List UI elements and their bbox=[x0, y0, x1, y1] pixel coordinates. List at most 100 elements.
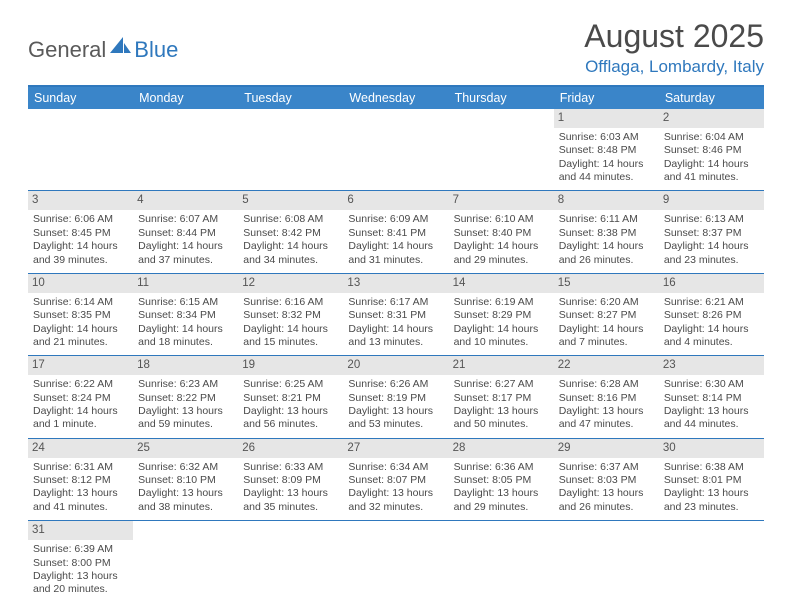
sunset-text: Sunset: 8:03 PM bbox=[559, 474, 654, 487]
sunset-text: Sunset: 8:10 PM bbox=[138, 474, 233, 487]
month-title: August 2025 bbox=[584, 18, 764, 55]
daylight-text: Daylight: 14 hours and 18 minutes. bbox=[138, 323, 233, 350]
day-number: 29 bbox=[554, 439, 659, 458]
location: Offlaga, Lombardy, Italy bbox=[584, 57, 764, 77]
day-info: Sunrise: 6:36 AMSunset: 8:05 PMDaylight:… bbox=[453, 461, 550, 515]
calendar-day-cell: 2 Sunrise: 6:04 AMSunset: 8:46 PMDaylight… bbox=[659, 109, 764, 191]
calendar-day-cell bbox=[238, 109, 343, 191]
day-info: Sunrise: 6:13 AMSunset: 8:37 PMDaylight:… bbox=[663, 213, 760, 267]
sunset-text: Sunset: 8:22 PM bbox=[138, 392, 233, 405]
sunset-text: Sunset: 8:29 PM bbox=[454, 309, 549, 322]
sunrise-text: Sunrise: 6:32 AM bbox=[138, 461, 233, 474]
sunset-text: Sunset: 8:14 PM bbox=[664, 392, 759, 405]
daylight-text: Daylight: 13 hours and 35 minutes. bbox=[243, 487, 338, 514]
sunrise-text: Sunrise: 6:07 AM bbox=[138, 213, 233, 226]
sunrise-text: Sunrise: 6:09 AM bbox=[348, 213, 443, 226]
header: General Blue August 2025 Offlaga, Lombar… bbox=[28, 18, 764, 77]
calendar-day-cell bbox=[28, 109, 133, 191]
calendar-day-cell: 25Sunrise: 6:32 AMSunset: 8:10 PMDayligh… bbox=[133, 438, 238, 520]
daylight-text: Daylight: 13 hours and 56 minutes. bbox=[243, 405, 338, 432]
sunset-text: Sunset: 8:16 PM bbox=[559, 392, 654, 405]
sunrise-text: Sunrise: 6:23 AM bbox=[138, 378, 233, 391]
sunrise-text: Sunrise: 6:26 AM bbox=[348, 378, 443, 391]
day-number: 2 bbox=[659, 109, 764, 128]
day-info: Sunrise: 6:08 AMSunset: 8:42 PMDaylight:… bbox=[242, 213, 339, 267]
calendar-day-cell: 31Sunrise: 6:39 AMSunset: 8:00 PMDayligh… bbox=[28, 521, 133, 603]
calendar-week-row: 17 Sunrise: 6:22 AMSunset: 8:24 PMDayligh… bbox=[28, 356, 764, 438]
sunset-text: Sunset: 8:27 PM bbox=[559, 309, 654, 322]
sunset-text: Sunset: 8:00 PM bbox=[33, 557, 128, 570]
day-info: Sunrise: 6:26 AMSunset: 8:19 PMDaylight:… bbox=[347, 378, 444, 432]
sunset-text: Sunset: 8:41 PM bbox=[348, 227, 443, 240]
weekday-header: Friday bbox=[554, 86, 659, 109]
day-info: Sunrise: 6:30 AMSunset: 8:14 PMDaylight:… bbox=[663, 378, 760, 432]
calendar-week-row: 24 Sunrise: 6:31 AMSunset: 8:12 PMDayligh… bbox=[28, 438, 764, 520]
sunrise-text: Sunrise: 6:22 AM bbox=[33, 378, 128, 391]
daylight-text: Daylight: 14 hours and 1 minute. bbox=[33, 405, 128, 432]
calendar-day-cell: 10Sunrise: 6:14 AMSunset: 8:35 PMDayligh… bbox=[28, 273, 133, 355]
day-info: Sunrise: 6:03 AMSunset: 8:48 PMDaylight:… bbox=[558, 131, 655, 185]
calendar-day-cell bbox=[343, 521, 448, 603]
calendar-day-cell: 16Sunrise: 6:21 AMSunset: 8:26 PMDayligh… bbox=[659, 273, 764, 355]
weekday-header: Monday bbox=[133, 86, 238, 109]
calendar-day-cell bbox=[449, 521, 554, 603]
calendar-day-cell: 29 Sunrise: 6:37 AMSunset: 8:03 PMDayligh… bbox=[554, 438, 659, 520]
calendar-day-cell: 27Sunrise: 6:34 AMSunset: 8:07 PMDayligh… bbox=[343, 438, 448, 520]
daylight-text: Daylight: 14 hours and 29 minutes. bbox=[454, 240, 549, 267]
logo: General Blue bbox=[28, 18, 178, 63]
day-number: 5 bbox=[238, 191, 343, 210]
day-number: 15 bbox=[554, 274, 659, 293]
sunrise-text: Sunrise: 6:37 AM bbox=[559, 461, 654, 474]
day-info: Sunrise: 6:31 AMSunset: 8:12 PMDaylight:… bbox=[32, 461, 129, 515]
day-number: 25 bbox=[133, 439, 238, 458]
daylight-text: Daylight: 13 hours and 20 minutes. bbox=[33, 570, 128, 597]
calendar-day-cell: 7Sunrise: 6:10 AMSunset: 8:40 PMDaylight… bbox=[449, 191, 554, 273]
sunrise-text: Sunrise: 6:19 AM bbox=[454, 296, 549, 309]
day-number: 24 bbox=[28, 439, 133, 458]
calendar-day-cell: 3Sunrise: 6:06 AMSunset: 8:45 PMDaylight… bbox=[28, 191, 133, 273]
sunset-text: Sunset: 8:31 PM bbox=[348, 309, 443, 322]
calendar-day-cell: 6 Sunrise: 6:09 AMSunset: 8:41 PMDaylight… bbox=[343, 191, 448, 273]
calendar-day-cell: 9 Sunrise: 6:13 AMSunset: 8:37 PMDaylight… bbox=[659, 191, 764, 273]
sunrise-text: Sunrise: 6:39 AM bbox=[33, 543, 128, 556]
day-number: 17 bbox=[28, 356, 133, 375]
calendar-week-row: 3Sunrise: 6:06 AMSunset: 8:45 PMDaylight… bbox=[28, 191, 764, 273]
daylight-text: Daylight: 13 hours and 53 minutes. bbox=[348, 405, 443, 432]
calendar-body: 1Sunrise: 6:03 AMSunset: 8:48 PMDaylight… bbox=[28, 109, 764, 603]
calendar-day-cell bbox=[343, 109, 448, 191]
day-number: 6 bbox=[343, 191, 448, 210]
calendar-day-cell: 26Sunrise: 6:33 AMSunset: 8:09 PMDayligh… bbox=[238, 438, 343, 520]
sunrise-text: Sunrise: 6:20 AM bbox=[559, 296, 654, 309]
day-info: Sunrise: 6:10 AMSunset: 8:40 PMDaylight:… bbox=[453, 213, 550, 267]
day-number: 19 bbox=[238, 356, 343, 375]
daylight-text: Daylight: 14 hours and 31 minutes. bbox=[348, 240, 443, 267]
sunset-text: Sunset: 8:26 PM bbox=[664, 309, 759, 322]
calendar-day-cell: 4Sunrise: 6:07 AMSunset: 8:44 PMDaylight… bbox=[133, 191, 238, 273]
daylight-text: Daylight: 14 hours and 4 minutes. bbox=[664, 323, 759, 350]
calendar-day-cell: 14Sunrise: 6:19 AMSunset: 8:29 PMDayligh… bbox=[449, 273, 554, 355]
calendar-day-cell bbox=[133, 109, 238, 191]
sunset-text: Sunset: 8:01 PM bbox=[664, 474, 759, 487]
calendar-header-row: SundayMondayTuesdayWednesdayThursdayFrid… bbox=[28, 86, 764, 109]
daylight-text: Daylight: 13 hours and 32 minutes. bbox=[348, 487, 443, 514]
sunrise-text: Sunrise: 6:33 AM bbox=[243, 461, 338, 474]
day-number: 8 bbox=[554, 191, 659, 210]
day-info: Sunrise: 6:06 AMSunset: 8:45 PMDaylight:… bbox=[32, 213, 129, 267]
day-info: Sunrise: 6:04 AMSunset: 8:46 PMDaylight:… bbox=[663, 131, 760, 185]
sunrise-text: Sunrise: 6:17 AM bbox=[348, 296, 443, 309]
day-info: Sunrise: 6:37 AMSunset: 8:03 PMDaylight:… bbox=[558, 461, 655, 515]
calendar-week-row: 1Sunrise: 6:03 AMSunset: 8:48 PMDaylight… bbox=[28, 109, 764, 191]
day-info: Sunrise: 6:22 AMSunset: 8:24 PMDaylight:… bbox=[32, 378, 129, 432]
sunset-text: Sunset: 8:37 PM bbox=[664, 227, 759, 240]
calendar-day-cell: 28Sunrise: 6:36 AMSunset: 8:05 PMDayligh… bbox=[449, 438, 554, 520]
calendar-day-cell: 13Sunrise: 6:17 AMSunset: 8:31 PMDayligh… bbox=[343, 273, 448, 355]
daylight-text: Daylight: 13 hours and 44 minutes. bbox=[664, 405, 759, 432]
sunrise-text: Sunrise: 6:03 AM bbox=[559, 131, 654, 144]
calendar-day-cell: 22Sunrise: 6:28 AMSunset: 8:16 PMDayligh… bbox=[554, 356, 659, 438]
sunset-text: Sunset: 8:45 PM bbox=[33, 227, 128, 240]
day-number: 9 bbox=[659, 191, 764, 210]
daylight-text: Daylight: 14 hours and 26 minutes. bbox=[559, 240, 654, 267]
day-number: 4 bbox=[133, 191, 238, 210]
calendar-day-cell: 18Sunrise: 6:23 AMSunset: 8:22 PMDayligh… bbox=[133, 356, 238, 438]
calendar-day-cell bbox=[133, 521, 238, 603]
